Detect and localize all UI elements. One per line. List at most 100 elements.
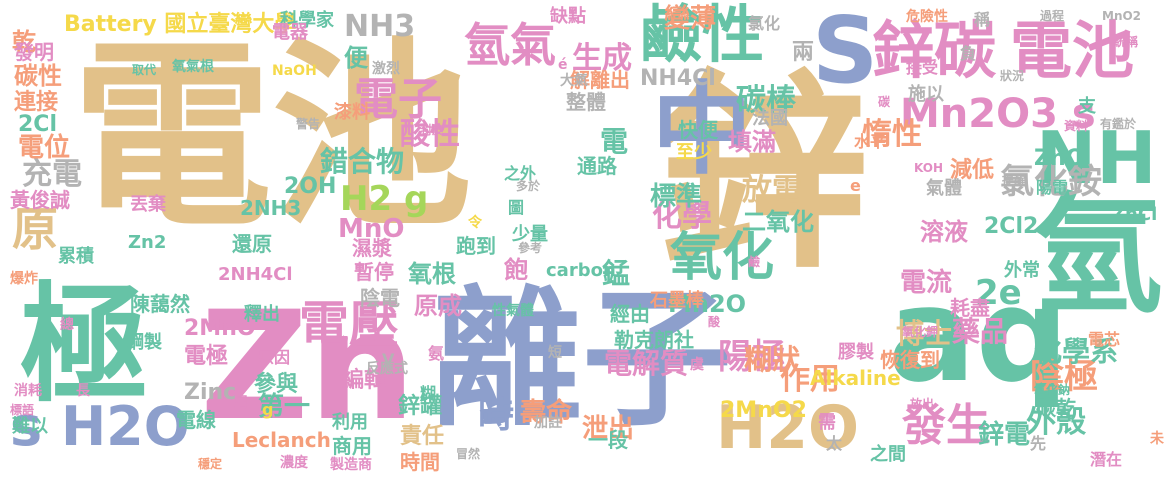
cloud-word: 博士 xyxy=(896,317,953,350)
cloud-word: 反應式 xyxy=(366,361,408,377)
cloud-word: e xyxy=(850,176,861,195)
cloud-word: 難以 xyxy=(12,416,48,437)
cloud-word: 碳棒 xyxy=(736,83,796,118)
cloud-word: 離子 xyxy=(432,273,733,447)
cloud-word: 石墨棒 xyxy=(650,290,704,311)
cloud-word: 電線 xyxy=(176,408,216,432)
cloud-word: 釋出 xyxy=(244,304,280,325)
cloud-word: 支 xyxy=(1078,96,1096,117)
cloud-word: g xyxy=(262,400,274,419)
cloud-word: 膠製 xyxy=(838,342,874,363)
cloud-word: 氯化銨 xyxy=(1000,162,1102,202)
cloud-word: 解離出 xyxy=(570,68,630,92)
cloud-word: 恢復到 xyxy=(880,348,940,372)
cloud-word: 激烈 xyxy=(372,61,400,77)
cloud-word: 多於 xyxy=(516,179,541,193)
cloud-word: 快便 xyxy=(678,118,718,142)
cloud-word: 標準 xyxy=(650,182,703,212)
cloud-word: 濃度 xyxy=(280,455,308,471)
cloud-word: 需 xyxy=(818,412,836,433)
cloud-word: 長 xyxy=(76,383,90,399)
cloud-word: 編輯 xyxy=(342,368,387,393)
cloud-word: 加註 xyxy=(534,415,562,431)
cloud-word: 外常 xyxy=(1004,260,1040,281)
cloud-word: 消耗 xyxy=(14,383,42,399)
cloud-word: V xyxy=(382,350,395,369)
cloud-word: 之間 xyxy=(870,444,906,465)
cloud-word: 氫 xyxy=(1032,179,1163,331)
cloud-word: 危險性 xyxy=(906,9,948,25)
cloud-word: 放出 xyxy=(910,397,935,411)
cloud-word: 鋅碳 xyxy=(872,14,997,87)
cloud-word: 惰性 xyxy=(862,117,922,152)
cloud-word: NH xyxy=(1036,116,1157,200)
cloud-word: 氧化鈉 xyxy=(1034,383,1071,397)
cloud-word: 先 xyxy=(1030,434,1047,453)
cloud-word: 爆炸 xyxy=(10,271,38,287)
cloud-word: 通路 xyxy=(577,154,617,178)
cloud-word: 缺點 xyxy=(550,6,586,27)
cloud-word: 少量 xyxy=(512,224,548,245)
cloud-word: S xyxy=(812,0,879,104)
cloud-word: 酸性 xyxy=(400,117,460,152)
cloud-word: 中 xyxy=(652,71,752,188)
cloud-word: 外殼 xyxy=(1026,405,1086,440)
cloud-word: MnO2 xyxy=(1102,9,1142,23)
cloud-word: 2MnO2 xyxy=(720,398,807,423)
cloud-word: 填滿 xyxy=(728,128,776,156)
cloud-word: Zinc xyxy=(184,380,237,405)
cloud-word: 性氣體 xyxy=(492,303,534,319)
cloud-word: NH3 xyxy=(344,9,416,44)
cloud-word: 二氧化 xyxy=(742,208,814,236)
cloud-word: 陳藹然 xyxy=(130,292,190,316)
cloud-word: 化學 xyxy=(652,199,712,234)
cloud-word: 整體 xyxy=(566,90,606,114)
cloud-word: 令 xyxy=(468,215,482,231)
cloud-word: 陽極 xyxy=(718,337,786,377)
cloud-word: 極 xyxy=(20,271,149,420)
cloud-word: Zn xyxy=(200,280,416,454)
cloud-word: 碳 xyxy=(878,95,891,109)
cloud-word: 壽命 xyxy=(520,398,573,428)
cloud-word: 時間 xyxy=(400,450,440,474)
cloud-word: 2NH3 xyxy=(240,196,302,220)
cloud-word: 電流 xyxy=(900,268,953,298)
cloud-word: 藥品 xyxy=(952,315,1009,348)
cloud-word: 暫停 xyxy=(354,260,394,284)
cloud-word: 標語 xyxy=(10,403,35,417)
cloud-word: 2Cl2 xyxy=(984,214,1039,239)
cloud-word: 潛在 xyxy=(1090,450,1123,469)
cloud-word: 生成 xyxy=(572,41,632,76)
cloud-word: 電子 xyxy=(354,74,442,125)
cloud-word: 冒然 xyxy=(456,447,481,461)
cloud-word: 陰電 xyxy=(360,286,400,310)
cloud-word: 電池 xyxy=(72,21,473,254)
cloud-word: 作用 xyxy=(780,362,840,397)
cloud-word: 糊狀 xyxy=(744,343,801,376)
cloud-word: 碳乾 xyxy=(1036,396,1076,420)
cloud-word: 參與 xyxy=(254,372,299,397)
cloud-word: 電壓 xyxy=(299,296,399,354)
cloud-word: KOH xyxy=(914,161,944,175)
cloud-word: 有鑑於 xyxy=(1100,117,1137,131)
cloud-word: 泄出 xyxy=(582,414,635,444)
cloud-word: 法國 xyxy=(752,108,788,129)
cloud-word: 穩定 xyxy=(198,457,223,471)
cloud-word: 2e xyxy=(975,273,1022,313)
cloud-word: 累積 xyxy=(58,246,94,267)
cloud-word: 原因 xyxy=(258,348,291,367)
cloud-word: 製造商 xyxy=(330,457,372,473)
cloud-word: 變薄 xyxy=(664,4,717,34)
cloud-word: 鋅 xyxy=(658,52,869,297)
cloud-word: 耗盡 xyxy=(950,296,990,320)
cloud-word: 放電 xyxy=(742,173,802,208)
cloud-word: H2 g xyxy=(340,179,429,219)
cloud-word: é xyxy=(558,57,568,73)
cloud-word: 取代 xyxy=(132,63,157,77)
cloud-word: 鋅罐 xyxy=(398,394,443,419)
cloud-word: 一段 xyxy=(588,428,628,452)
cloud-word: 圖 xyxy=(508,198,525,217)
cloud-word: 氧化鉀 xyxy=(902,325,939,339)
cloud-word: 電池 xyxy=(1010,14,1135,87)
